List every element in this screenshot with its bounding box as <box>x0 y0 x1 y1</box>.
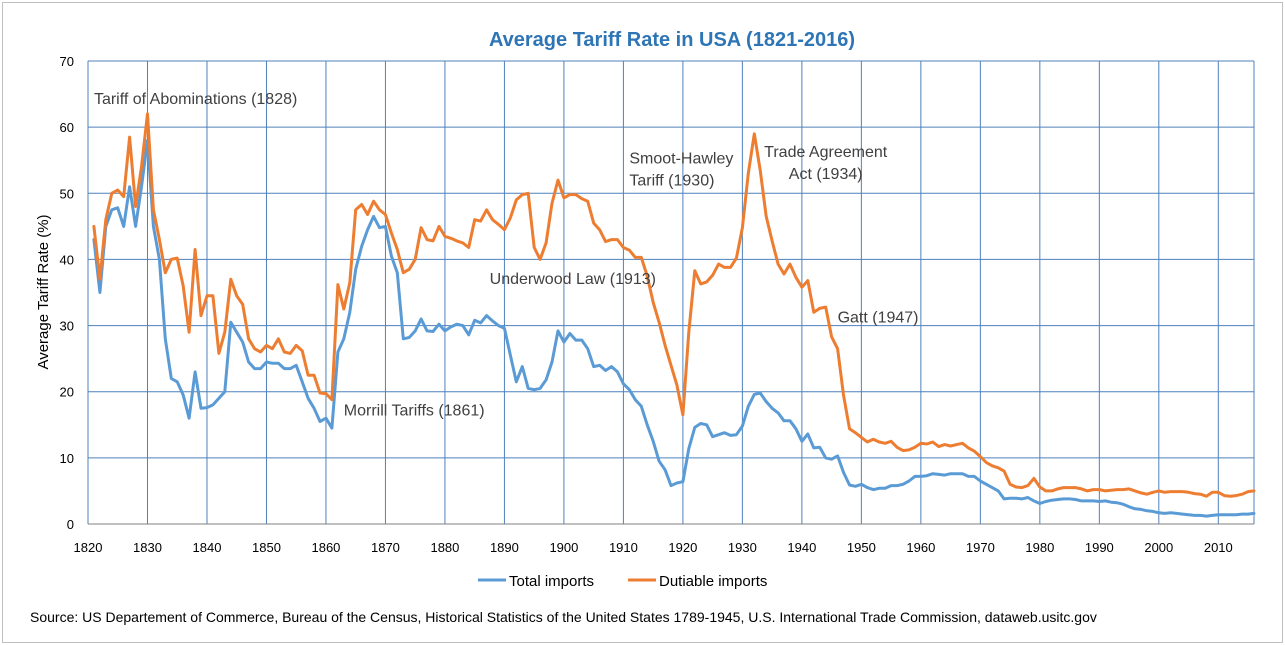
y-tick-label: 50 <box>60 186 74 201</box>
x-tick-label: 1870 <box>371 540 400 555</box>
y-tick-label: 60 <box>60 120 74 135</box>
y-axis-ticks: 0 10 20 30 40 50 60 70 <box>60 54 74 532</box>
x-tick-label: 1850 <box>252 540 281 555</box>
x-tick-label: 1840 <box>193 540 222 555</box>
series-lines <box>92 112 1256 518</box>
y-tick-label: 30 <box>60 319 74 334</box>
series-line-dutiable <box>92 112 1256 498</box>
y-tick-label: 70 <box>60 54 74 69</box>
x-axis-ticks: 1820 1830 1840 1850 1860 1870 1880 1890 1900 1910… <box>74 540 1233 555</box>
x-tick-label: 1930 <box>728 540 757 555</box>
annotation-abominations: Tariff of Abominations (1828) <box>94 91 297 108</box>
y-tick-label: 10 <box>60 451 74 466</box>
series-line-total <box>92 138 1256 518</box>
legend: Total imports Dutiable imports <box>478 573 767 590</box>
annotation-underwood: Underwood Law (1913) <box>490 271 656 288</box>
y-tick-label: 0 <box>67 517 74 532</box>
x-tick-label: 1990 <box>1085 540 1114 555</box>
x-tick-label: 1860 <box>311 540 340 555</box>
x-tick-label: 1830 <box>133 540 162 555</box>
x-tick-label: 1950 <box>847 540 876 555</box>
x-tick-label: 1960 <box>906 540 935 555</box>
annotations: Tariff of Abominations (1828) Smoot-Hawle… <box>94 91 919 420</box>
legend-label-total: Total imports <box>509 573 594 590</box>
x-tick-label: 1880 <box>430 540 459 555</box>
source-note: Source: US Departement of Commerce, Bure… <box>30 609 1097 625</box>
annotation-trade: Act (1934) <box>789 166 863 183</box>
annotation-gatt: Gatt (1947) <box>838 309 919 326</box>
y-tick-label: 20 <box>60 385 74 400</box>
annotation-trade: Trade Agreement <box>764 144 888 161</box>
annotation-smoot: Smoot-Hawley <box>629 151 733 168</box>
x-tick-label: 1970 <box>966 540 995 555</box>
x-tick-label: 1900 <box>549 540 578 555</box>
x-tick-label: 1910 <box>609 540 638 555</box>
y-axis-label: Average Tariff Rate (%) <box>35 214 52 369</box>
x-tick-label: 1940 <box>787 540 816 555</box>
x-tick-label: 2000 <box>1144 540 1173 555</box>
legend-label-dutiable: Dutiable imports <box>659 573 767 590</box>
chart-title: Average Tariff Rate in USA (1821-2016) <box>489 29 855 51</box>
grid-lines <box>87 60 1255 525</box>
annotation-morrill: Morrill Tariffs (1861) <box>344 403 485 420</box>
x-tick-label: 2010 <box>1204 540 1233 555</box>
annotation-smoot: Tariff (1930) <box>629 173 714 190</box>
x-tick-label: 1820 <box>74 540 103 555</box>
x-tick-label: 1980 <box>1025 540 1054 555</box>
x-tick-label: 1890 <box>490 540 519 555</box>
y-tick-label: 40 <box>60 252 74 267</box>
x-tick-label: 1920 <box>668 540 697 555</box>
